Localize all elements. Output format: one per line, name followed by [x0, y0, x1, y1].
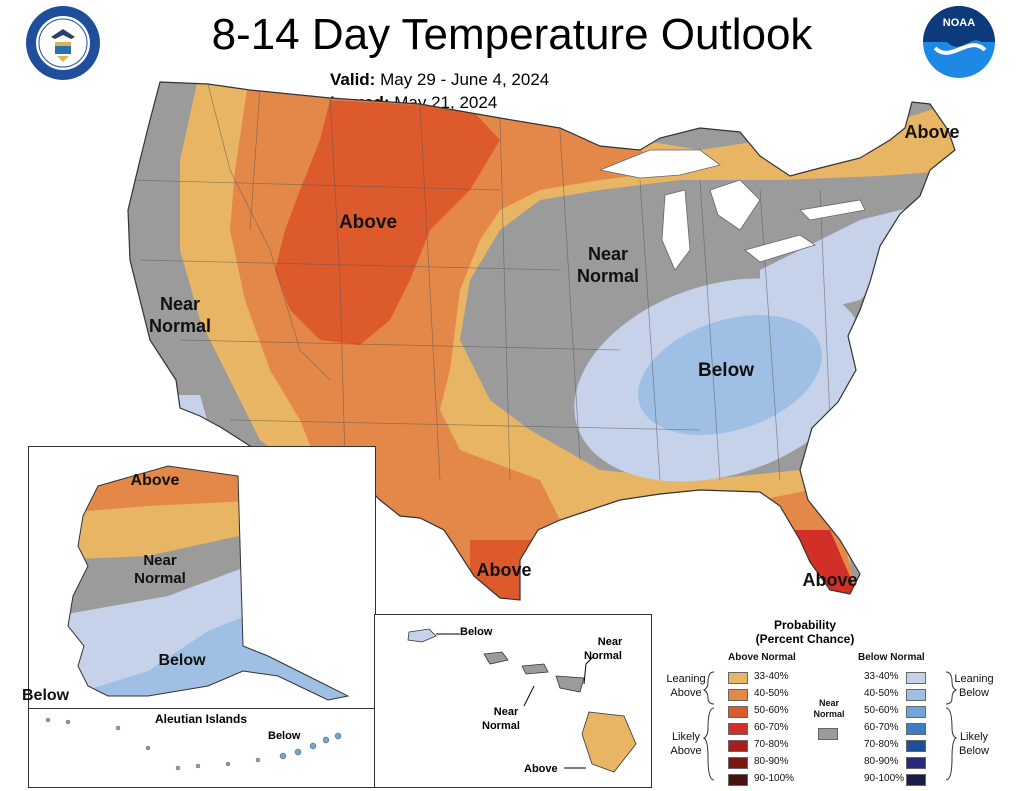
- legend-below-item-swatch: [906, 723, 926, 735]
- noaa-logo-text: NOAA: [943, 17, 975, 29]
- legend-below-item-swatch: [906, 689, 926, 701]
- hawaii-label-above: Above: [524, 763, 558, 775]
- aleutian-label-below: Below: [268, 730, 301, 742]
- legend-below-item-label: 60-70%: [864, 722, 899, 733]
- legend-above-item-swatch: [728, 672, 748, 684]
- label-northeast-above: Above: [904, 122, 960, 142]
- legend-likely-above: Likely Above: [662, 730, 710, 758]
- legend-below-item-swatch: [906, 774, 926, 786]
- legend-leaning-below: Leaning Below: [946, 672, 1002, 700]
- legend-below-item-label: 50-60%: [864, 705, 899, 716]
- legend-likely-below: Likely Below: [946, 730, 1002, 758]
- legend-leaning-above: Leaning Above: [662, 672, 710, 700]
- hawaii-label-near-sw: Near: [493, 706, 519, 718]
- aleutian-title: Aleutian Islands: [154, 712, 248, 726]
- label-west-near: Near: [159, 294, 201, 314]
- legend-below-item-swatch: [906, 757, 926, 769]
- alaska-label-near: Near: [143, 552, 177, 569]
- legend-above-item-label: 70-80%: [754, 739, 789, 750]
- legend-below-item-label: 70-80%: [864, 739, 899, 750]
- legend-likely-below-1: Likely: [959, 731, 989, 743]
- legend-leaning-above-1: Leaning: [666, 673, 706, 685]
- aleutian-inset: [28, 708, 376, 788]
- legend-above-item-label: 40-50%: [754, 688, 789, 699]
- legend-below-header: Below Normal: [858, 652, 925, 663]
- hawaii-label-normal-sw: Normal: [482, 720, 520, 732]
- legend-likely-below-2: Below: [959, 745, 989, 757]
- valid-value: May 29 - June 4, 2024: [380, 70, 550, 89]
- legend-above-item-label: 33-40%: [754, 671, 789, 682]
- legend-above-item-swatch: [728, 757, 748, 769]
- alaska-map: [67, 465, 350, 701]
- legend-below-item-label: 90-100%: [864, 773, 905, 784]
- hawaii-label-near-ne: Near: [597, 636, 623, 648]
- alaska-label-above: Above: [130, 472, 180, 489]
- label-central-normal: Normal: [576, 266, 639, 286]
- legend-leaning-above-2: Above: [670, 687, 702, 699]
- legend-likely-above-2: Above: [670, 745, 702, 757]
- legend-below-item-swatch: [906, 706, 926, 718]
- aleutian-map: [45, 717, 342, 771]
- legend-above-item-swatch: [728, 723, 748, 735]
- legend-below-item-label: 80-90%: [864, 756, 899, 767]
- commerce-seal-logo: [26, 6, 100, 80]
- legend-above-item-label: 80-90%: [754, 756, 789, 767]
- noaa-logo: NOAA: [923, 6, 995, 78]
- legend-leaning-below-1: Leaning: [954, 673, 994, 685]
- label-north-above: Above: [338, 212, 398, 233]
- label-texas-above: Above: [476, 560, 532, 580]
- legend-below-item-label: 40-50%: [864, 688, 899, 699]
- legend-likely-above-1: Likely: [671, 731, 701, 743]
- legend-below-item-label: 33-40%: [864, 671, 899, 682]
- page-title: 8-14 Day Temperature Outlook: [211, 10, 813, 59]
- legend-below-item-swatch: [906, 740, 926, 752]
- legend-leaning-below-2: Below: [959, 687, 989, 699]
- legend-above-header: Above Normal: [728, 652, 796, 663]
- label-central-near: Near: [587, 244, 629, 264]
- legend-above-item-swatch: [728, 706, 748, 718]
- legend-above-item-swatch: [728, 774, 748, 786]
- label-east-below: Below: [698, 360, 754, 381]
- legend-near-normal-swatch: [818, 728, 838, 740]
- legend-title-line2: (Percent Chance): [755, 632, 855, 646]
- legend-above-item-swatch: [728, 689, 748, 701]
- legend-above-item-label: 50-60%: [754, 705, 789, 716]
- legend-above-item-swatch: [728, 740, 748, 752]
- legend-near-normal-2: Normal: [813, 709, 845, 719]
- label-west-normal: Normal: [148, 316, 211, 336]
- hawaii-label-normal-ne: Normal: [584, 650, 622, 662]
- valid-period: Valid: May 29 - June 4, 2024: [330, 70, 730, 90]
- legend-below-item-swatch: [906, 672, 926, 684]
- legend-title-line1: Probability: [773, 618, 836, 632]
- hawaii-map: [407, 628, 637, 773]
- legend-above-item-label: 60-70%: [754, 722, 789, 733]
- legend-near-normal-1: Near: [818, 698, 839, 708]
- legend-near-normal: Near Normal: [812, 698, 846, 720]
- valid-label: Valid:: [330, 70, 376, 89]
- legend-braces: [702, 671, 958, 781]
- alaska-label-normal: Normal: [134, 570, 186, 587]
- legend-above-item-label: 90-100%: [754, 773, 795, 784]
- hawaii-label-below: Below: [460, 626, 493, 638]
- label-florida-above: Above: [802, 570, 858, 590]
- alaska-label-below-sw: Below: [22, 687, 70, 704]
- legend-title: Probability (Percent Chance): [740, 618, 870, 646]
- alaska-label-below: Below: [158, 652, 206, 669]
